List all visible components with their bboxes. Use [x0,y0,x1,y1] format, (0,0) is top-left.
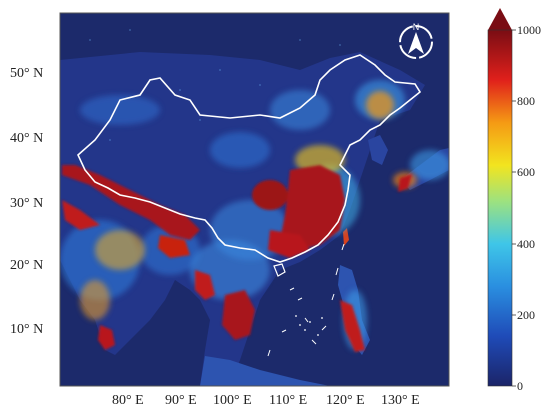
lon-label-110: 110° E [269,393,307,408]
north-arrow-label: N [413,22,420,32]
intensity-very-high [62,165,412,352]
colorbar-ticks [512,29,516,387]
colorbar-tick-600: 600 [517,165,535,179]
colorbar-gradient [487,29,513,387]
lat-label-20: 20° N [10,258,43,273]
colorbar-tick-1000: 1000 [517,23,541,37]
lon-label-120: 120° E [326,393,365,408]
north-arrow: N [399,22,433,59]
land-taiwan [343,228,349,246]
lon-label-130: 130° E [381,393,420,408]
lon-label-90: 90° E [165,393,197,408]
lat-label-40: 40° N [10,131,43,146]
china-border [77,54,422,263]
lon-label-80: 80° E [112,393,144,408]
speckle-texture [89,29,341,141]
map-land-layer [60,29,449,386]
colorbar-tick-800: 800 [517,94,535,108]
lat-label-30: 30° N [10,196,43,211]
intensity-low-mid [60,80,449,350]
colorbar-arrow [488,8,512,30]
scs-dashes [267,243,345,357]
land-indonesia [200,356,330,386]
colorbar: 1000 800 600 400 200 0 [487,8,541,393]
scs-islands [295,315,323,336]
lat-label-50: 50° N [10,66,43,81]
lon-labels: 80° E 90° E 100° E 110° E 120° E 130° E [112,393,420,408]
intensity-high [80,91,417,320]
colorbar-tick-400: 400 [517,237,535,251]
colorbar-tick-200: 200 [517,308,535,322]
map-frame [59,12,450,387]
land-korea [368,135,388,165]
hainan-outline [273,263,286,277]
lon-label-100: 100° E [213,393,252,408]
lat-labels: 50° N 40° N 30° N 20° N 10° N [10,66,43,337]
colorbar-tick-0: 0 [517,379,523,393]
lat-label-10: 10° N [10,322,43,337]
